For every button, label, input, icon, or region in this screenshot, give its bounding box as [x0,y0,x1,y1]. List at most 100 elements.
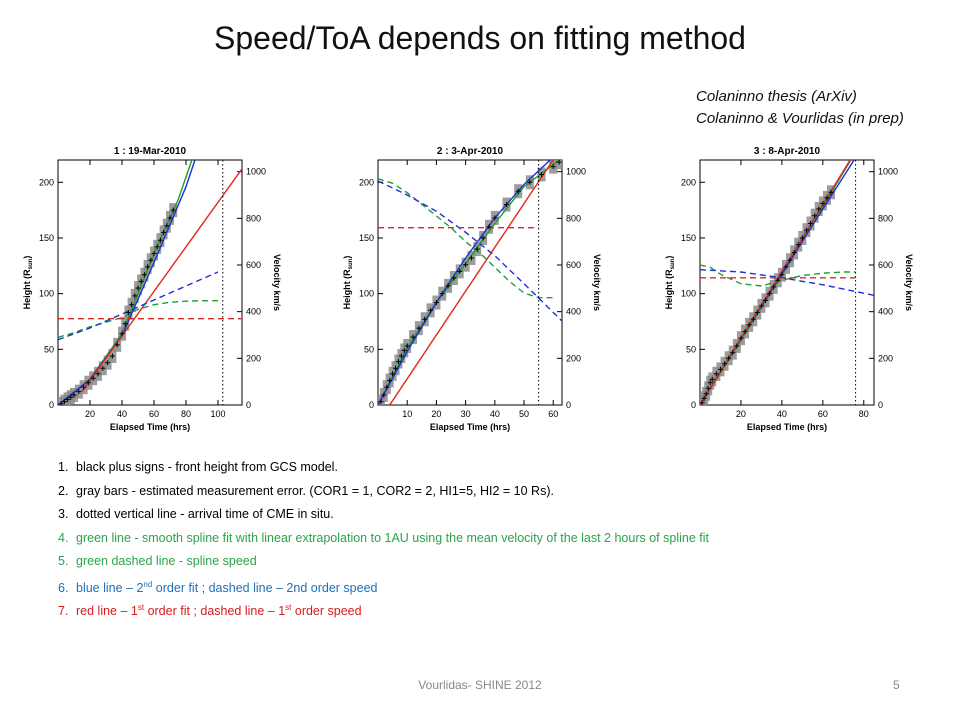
y-tick-label: 200 [39,177,54,187]
plus-marker [161,229,167,235]
x-tick-label: 20 [736,409,746,419]
plus-marker [433,300,439,306]
y2-tick-label: 0 [566,400,571,410]
plus-marker [799,235,805,241]
plot-area [58,160,242,405]
x-axis-label: Elapsed Time (hrs) [110,422,190,432]
plus-marker [393,365,399,371]
y-tick-label: 0 [369,400,374,410]
blue-fit-line [378,160,552,405]
plus-marker [709,376,715,382]
plus-marker [398,353,404,359]
plus-marker [76,389,82,395]
plus-marker [734,343,740,349]
plus-marker [824,195,830,201]
y-tick-label: 0 [49,400,54,410]
note-superscript: nd [143,579,153,589]
plus-marker [746,322,752,328]
plus-marker [705,385,711,391]
plus-marker [550,164,556,170]
y-axis-label-end: ) [342,256,352,259]
plus-marker [750,316,756,322]
note-text: blue line – 2 [76,580,144,595]
plus-marker [742,329,748,334]
note-superscript: st [137,603,145,612]
chart-title: 2 : 3-Apr-2010 [437,146,504,157]
x-tick-label: 60 [818,409,828,419]
note-item: 5. green dashed line - spline speed [58,552,709,576]
y2-tick-label: 400 [566,307,581,317]
plus-marker [787,257,793,263]
plus-marker [135,285,141,291]
plot-frame [377,159,563,406]
y2-tick-label: 0 [878,400,883,410]
y-tick-label: 150 [681,233,696,243]
y2-tick-label: 400 [878,307,893,317]
blue-dashed-line [378,180,562,322]
plus-marker [492,215,498,221]
y2-tick-label: 600 [246,260,261,270]
plus-marker [167,215,173,221]
y-tick-label: 50 [44,344,54,354]
blue-dashed-line [58,271,219,341]
plus-marker [515,188,521,194]
y-tick-label: 50 [364,344,374,354]
y-axis-label: Height (Rsun) [342,256,354,310]
y-tick-label: 0 [691,400,696,410]
plus-marker [129,302,135,308]
note-item: 6. blue line – 2nd order fit ; dashed lin… [58,576,709,600]
x-tick-label: 60 [149,409,159,419]
y2-tick-label: 800 [246,213,261,223]
chart-title: 3 : 8-Apr-2010 [754,146,821,157]
x-tick-label: 40 [117,409,127,419]
note-item: 3. dotted vertical line - arrival time of… [58,505,709,529]
note-text: green line - smooth spline fit with line… [76,530,709,545]
plus-marker [58,401,64,405]
plus-marker [410,334,416,340]
note-text: order fit ; dashed line – 2nd order spee… [152,580,378,595]
note-number: 2. [58,483,69,498]
x-tick-label: 20 [431,409,441,419]
plus-marker [803,227,809,233]
x-tick-label: 40 [490,409,500,419]
plot-area [378,160,562,405]
plus-marker [703,391,709,397]
plus-marker [68,394,74,400]
y-tick-label: 150 [39,233,54,243]
plus-marker [722,361,728,367]
plus-marker [758,303,764,309]
plus-marker [170,207,176,213]
plus-marker [828,189,834,195]
x-tick-label: 30 [461,409,471,419]
x-tick-label: 60 [548,409,558,419]
plus-marker [164,223,170,229]
plus-marker [701,395,707,401]
y-axis-label-end: ) [664,256,674,259]
plus-marker [445,283,451,289]
note-text: order fit ; dashed line – 1 [144,604,286,619]
plus-marker [105,360,111,366]
plus-marker [474,246,480,252]
plus-marker [738,335,744,341]
y-tick-label: 150 [359,233,374,243]
plus-marker [779,272,785,278]
y2-tick-label: 200 [246,353,261,363]
plus-marker [457,268,463,274]
plus-marker [65,396,71,402]
plus-marker [791,249,797,255]
footer-text: Vourlidas- SHINE 2012 [418,678,542,692]
plus-marker [125,310,131,316]
note-item: 1. black plus signs - front height from G… [58,458,709,482]
x-axis-label: Elapsed Time (hrs) [430,422,510,432]
y2-tick-label: 1000 [246,167,266,177]
y-tick-label: 100 [39,289,54,299]
plus-marker [439,291,445,297]
y-tick-label: 100 [681,289,696,299]
note-text: green dashed line - spline speed [76,554,257,568]
plot-area [700,160,874,405]
plus-marker [381,392,387,398]
plot-frame [57,159,243,406]
note-number: 7. [58,604,69,619]
